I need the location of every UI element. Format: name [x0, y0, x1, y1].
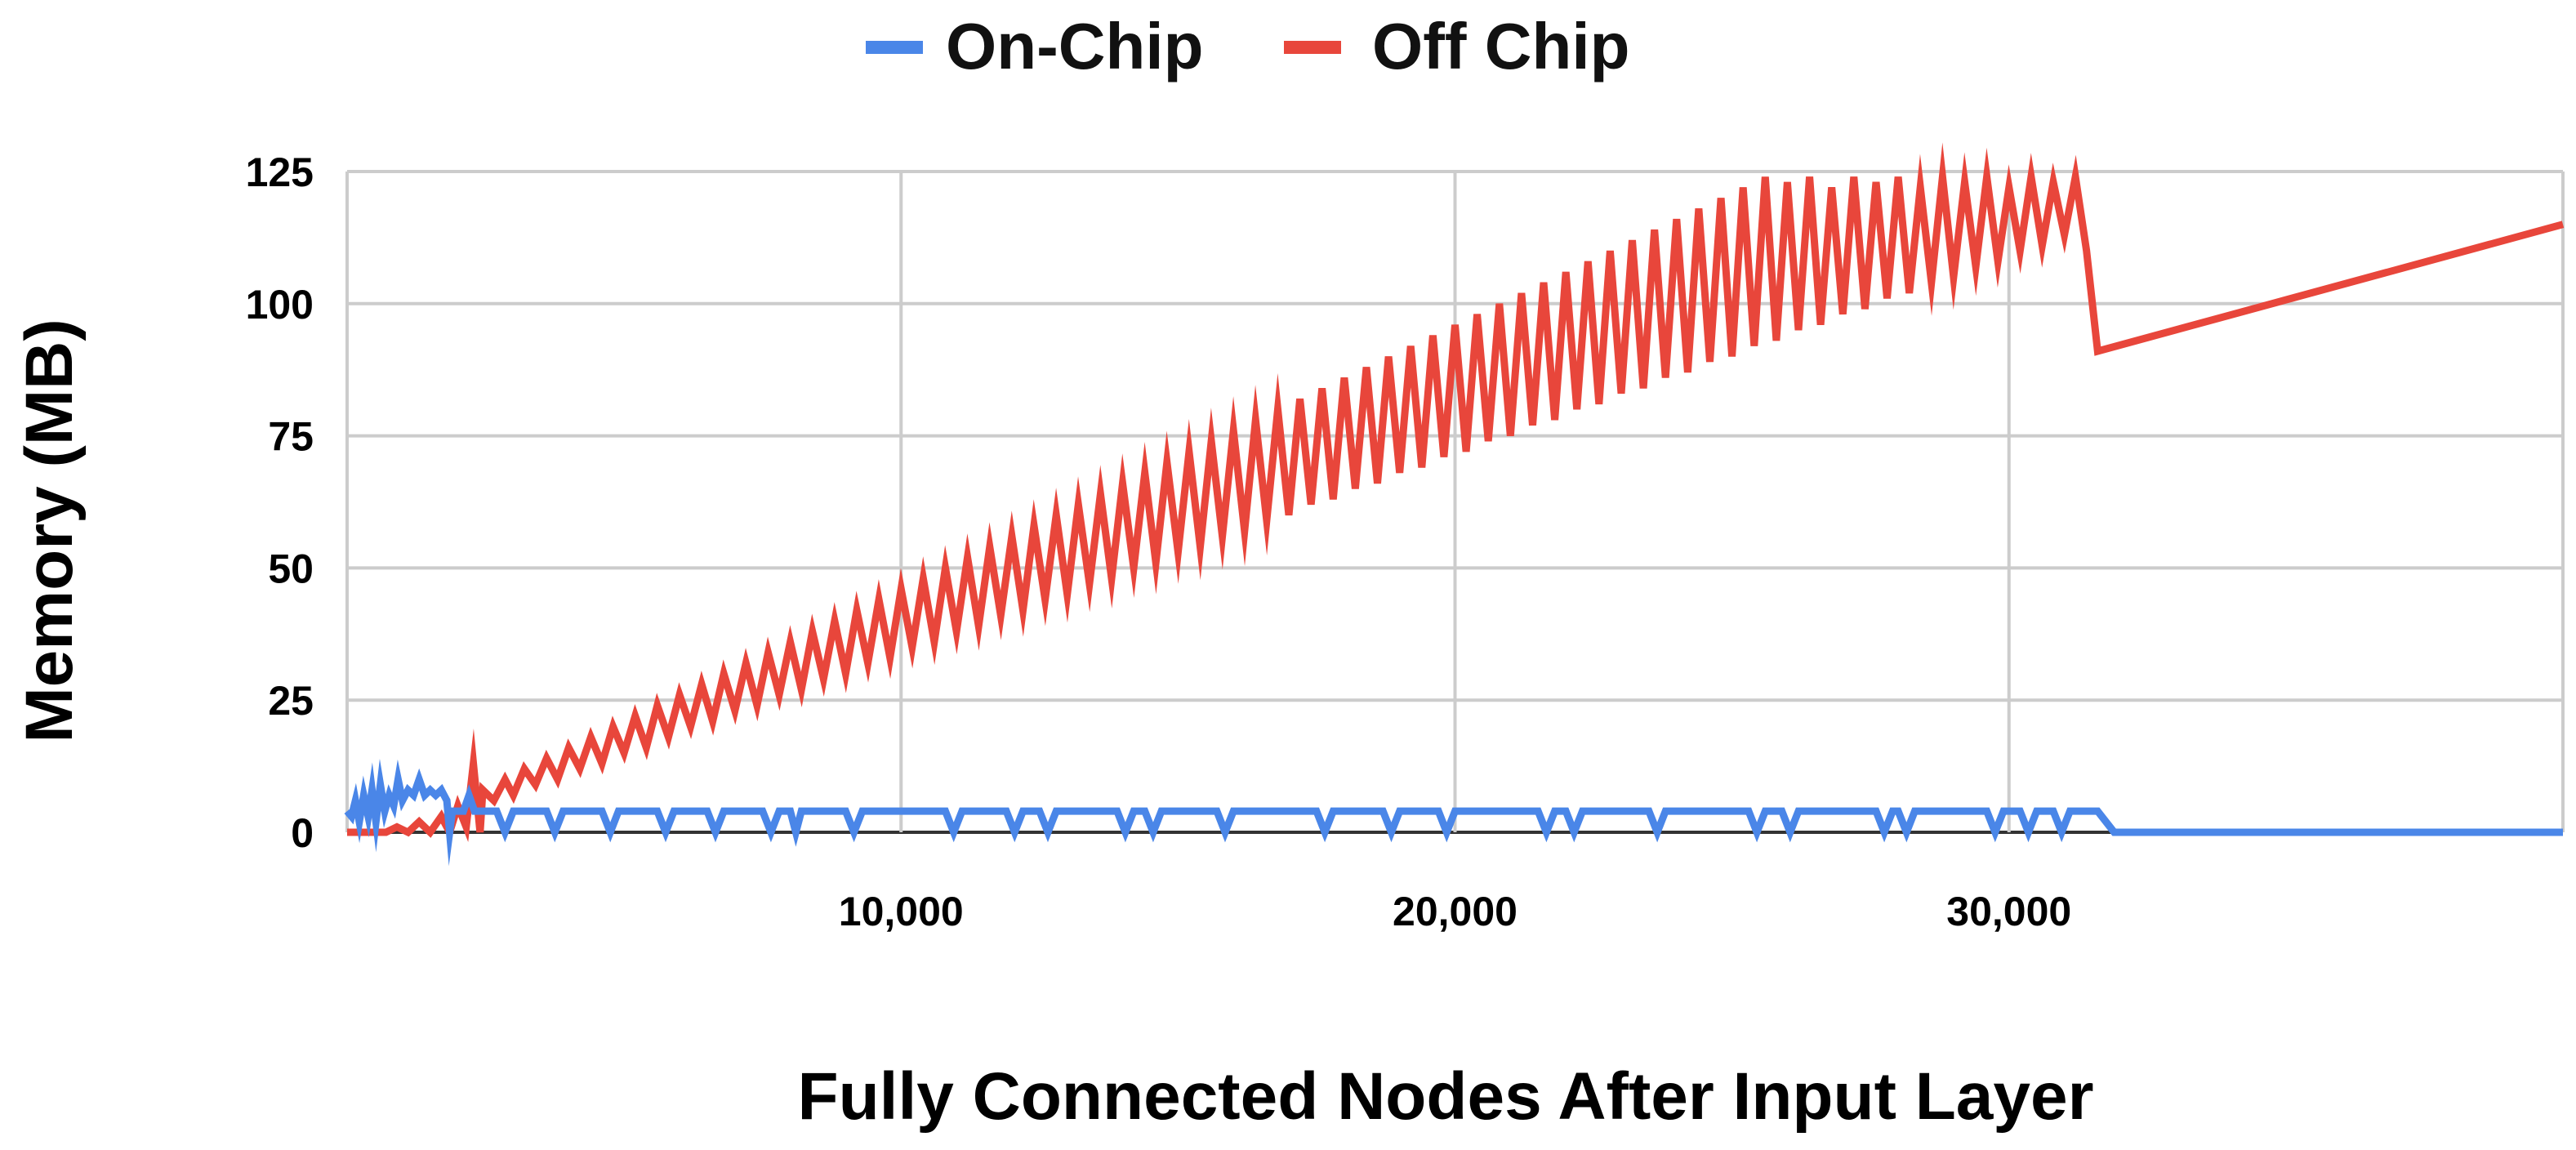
legend-label-on-chip: On-Chip — [946, 10, 1203, 82]
x-tick-label: 30,000 — [1946, 889, 2071, 934]
x-tick-label: 20,000 — [1393, 889, 1518, 934]
legend-label-off-chip: Off Chip — [1372, 10, 1629, 82]
tick-labels: 0 25 50 75 100 125 10,000 20,000 30,000 — [246, 149, 2072, 934]
x-axis-title: Fully Connected Nodes After Input Layer — [797, 1059, 2093, 1134]
y-tick-label: 0 — [291, 810, 314, 856]
legend: On-Chip Off Chip — [866, 10, 1629, 82]
y-tick-label: 50 — [268, 546, 314, 591]
series-line-off-chip — [347, 142, 2565, 842]
y-tick-label: 25 — [268, 678, 314, 724]
y-axis-title: Memory (MB) — [12, 319, 87, 742]
x-tick-label: 10,000 — [839, 889, 964, 934]
y-tick-label: 75 — [268, 414, 314, 460]
series-line-on-chip — [344, 759, 2563, 867]
legend-item-on-chip: On-Chip — [866, 10, 1203, 82]
legend-item-off-chip: Off Chip — [1284, 10, 1629, 82]
y-tick-label: 125 — [246, 149, 314, 195]
gridlines — [345, 170, 2565, 834]
y-tick-label: 100 — [246, 282, 314, 328]
series-lines — [344, 142, 2565, 867]
legend-swatch-off-chip — [1284, 41, 1341, 54]
legend-swatch-on-chip — [866, 41, 923, 54]
